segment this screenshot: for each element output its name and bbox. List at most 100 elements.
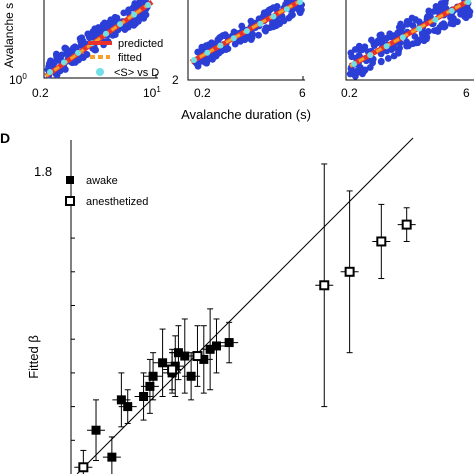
scatter-point (121, 26, 129, 33)
scatter-point (272, 22, 280, 30)
data-marker (107, 452, 117, 462)
awake-point (207, 318, 226, 374)
anesthetized-point (372, 203, 391, 280)
mean-point (367, 52, 374, 59)
data-marker (224, 338, 234, 348)
legend-mean-label: <S> vs D (114, 67, 159, 79)
legend-fitted-label: fitted (118, 52, 142, 64)
panel-d-ytick-marks (71, 203, 75, 441)
mean-point (416, 25, 423, 32)
scatter-point (91, 25, 99, 33)
panel-d: D 1.8 Fitted β awake anesthetized (0, 130, 416, 474)
data-marker (180, 351, 190, 361)
panel-d-legend: awake anesthetized (65, 175, 148, 208)
scatter-point (61, 44, 69, 52)
panel-3-mean-points (351, 0, 471, 67)
scatter-point (215, 49, 223, 57)
panel-2-xtick-0: 0.2 (194, 86, 211, 100)
panel-2-axes (187, 0, 305, 81)
data-marker (139, 391, 149, 401)
panel-1-mean-points (47, 2, 151, 75)
scatter-point (403, 20, 411, 28)
top-panel-1: predicted fitted <S> vs D 100 0.2 101 (9, 0, 163, 100)
mean-point (244, 28, 250, 34)
mean-point (103, 30, 109, 37)
mean-point (230, 35, 237, 42)
scatter-point (78, 40, 86, 48)
scatter-point (368, 36, 375, 44)
legend-awake-marker (66, 176, 74, 184)
panel-2-xtick-1: 6 (299, 86, 306, 100)
scatter-point (415, 18, 423, 26)
mean-point (117, 21, 123, 28)
mean-point (383, 43, 390, 50)
scatter-point (346, 70, 354, 78)
scatter-point (408, 14, 416, 22)
scatter-point (430, 7, 438, 15)
awake-point (144, 352, 163, 401)
data-marker (158, 358, 168, 368)
scatter-point (437, 0, 445, 7)
scatter-point (271, 4, 279, 12)
scatter-point (403, 42, 411, 50)
scatter-point (377, 58, 385, 66)
scatter-point (113, 14, 121, 22)
scatter-point (358, 46, 366, 54)
panel-1-xtick-0: 0.2 (32, 86, 49, 100)
scatter-point (419, 33, 426, 41)
anesthetized-point (163, 348, 182, 391)
scatter-point (296, 9, 304, 17)
panel-3-xtick-1: 6 (463, 86, 470, 100)
panel-1-legend: predicted fitted <S> vs D (88, 38, 163, 79)
mean-point (448, 7, 455, 14)
data-marker (91, 425, 101, 435)
scatter-point (219, 32, 227, 39)
scatter-point (424, 12, 432, 20)
scatter-point (224, 45, 232, 53)
top-panel-2: 2 0.2 6 (172, 0, 306, 100)
data-marker (211, 341, 221, 351)
scatter-point (69, 44, 77, 52)
scatter-point (466, 8, 474, 16)
top-xlabel: Avalanche duration (s) (181, 107, 311, 122)
mean-point (204, 49, 211, 56)
awake-point (182, 352, 201, 401)
mean-point (61, 59, 67, 66)
data-marker (145, 381, 155, 391)
awake-point (220, 321, 239, 364)
mean-point (47, 69, 53, 75)
panel-d-ylabel: Fitted β (26, 335, 41, 379)
scatter-point (57, 54, 64, 62)
scatter-point (120, 9, 128, 17)
panel-1-ytick-10: 100 (9, 72, 27, 87)
panel-3-axes (345, 0, 474, 81)
anesthetized-point (74, 449, 93, 474)
mean-point (351, 61, 357, 67)
scatter-point (109, 31, 117, 39)
scatter-point (247, 36, 255, 43)
mean-point (75, 49, 81, 56)
mean-point (297, 0, 303, 5)
legend-anesthetized-label: anesthetized (86, 196, 148, 208)
scatter-point (348, 53, 356, 61)
legend-predicted-label: predicted (118, 38, 163, 50)
data-marker (186, 371, 196, 381)
data-marker (319, 280, 330, 291)
awake-point (140, 358, 159, 414)
scatter-point (376, 31, 384, 39)
scatter-point (425, 7, 433, 15)
data-marker (344, 266, 355, 277)
anesthetized-point (315, 163, 334, 408)
legend-awake-label: awake (86, 175, 118, 187)
scatter-point (142, 11, 150, 19)
mean-point (399, 34, 406, 41)
mean-point (217, 42, 224, 49)
scatter-point (366, 64, 374, 71)
scatter-point (356, 64, 364, 71)
panel-1-xtick-1: 101 (143, 85, 161, 100)
scatter-point (287, 12, 295, 20)
legend-mean-swatch (96, 68, 104, 76)
data-marker (148, 371, 158, 381)
top-panel-row: Avalanche s predicted fitted <S> vs D 10… (2, 0, 474, 122)
